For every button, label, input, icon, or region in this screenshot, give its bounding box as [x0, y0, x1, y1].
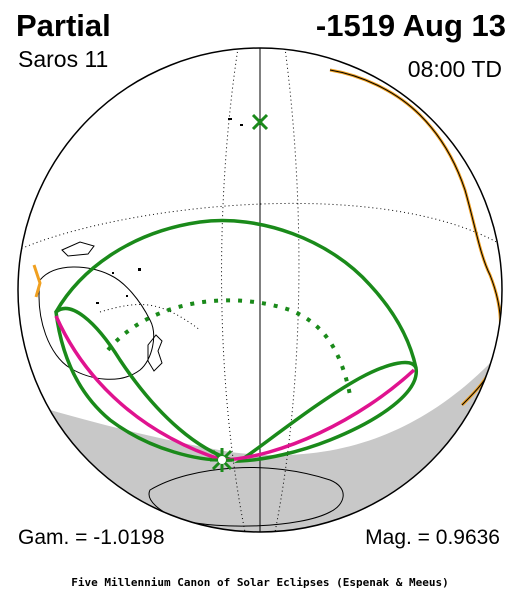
australia-coastline	[38, 266, 155, 380]
sub-solar-point-x-icon	[251, 113, 269, 131]
new-zealand-coastline	[147, 334, 163, 372]
graticule	[18, 48, 502, 532]
mid-eclipse-dotted-curve	[106, 298, 352, 396]
source-credit: Five Millennium Canon of Solar Eclipses …	[71, 576, 449, 589]
new-guinea-coastline	[61, 241, 95, 257]
globe-outline	[17, 47, 503, 533]
gamma-value: Gam. = -1.0198	[18, 526, 165, 549]
rise-set-loop-east	[234, 360, 418, 463]
greatest-eclipse-star-icon	[210, 448, 234, 472]
magnitude-value: Mag. = 0.9636	[365, 526, 500, 549]
greatest-eclipse-time: 08:00 TD	[407, 56, 502, 82]
eclipse-type-title: Partial	[16, 8, 111, 43]
northern-penumbral-limit	[54, 218, 418, 369]
pacific-islands	[96, 118, 243, 304]
saros-series: Saros 11	[18, 46, 109, 72]
eclipse-date: -1519 Aug 13	[315, 8, 506, 43]
asia-coastline-highlight	[32, 264, 42, 298]
